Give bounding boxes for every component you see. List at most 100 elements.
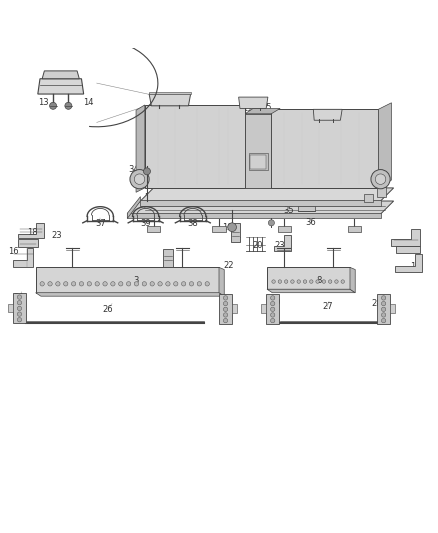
Text: 24: 24 xyxy=(14,293,24,302)
Polygon shape xyxy=(127,197,141,219)
Circle shape xyxy=(127,281,131,286)
Text: 14: 14 xyxy=(83,98,93,107)
Polygon shape xyxy=(377,187,386,197)
Polygon shape xyxy=(395,254,422,272)
Polygon shape xyxy=(239,97,268,108)
Circle shape xyxy=(223,302,228,306)
Text: 19: 19 xyxy=(407,241,417,250)
Polygon shape xyxy=(149,92,191,94)
Polygon shape xyxy=(141,188,394,201)
Circle shape xyxy=(65,102,72,109)
Circle shape xyxy=(322,280,325,284)
Circle shape xyxy=(17,301,21,305)
Polygon shape xyxy=(390,304,396,313)
Circle shape xyxy=(197,281,201,286)
Polygon shape xyxy=(38,79,84,94)
Circle shape xyxy=(87,281,92,286)
Polygon shape xyxy=(245,114,272,188)
Polygon shape xyxy=(274,235,291,251)
Circle shape xyxy=(173,281,178,286)
Circle shape xyxy=(189,281,194,286)
Text: 21: 21 xyxy=(231,231,242,239)
Circle shape xyxy=(49,102,57,109)
Circle shape xyxy=(71,281,76,286)
Circle shape xyxy=(271,296,275,300)
Polygon shape xyxy=(149,94,191,106)
Circle shape xyxy=(284,280,288,284)
Polygon shape xyxy=(18,223,44,238)
Polygon shape xyxy=(251,155,266,169)
Text: 2: 2 xyxy=(166,127,171,136)
Polygon shape xyxy=(212,227,226,231)
Polygon shape xyxy=(35,293,224,296)
Circle shape xyxy=(268,220,275,226)
Circle shape xyxy=(271,313,275,317)
Circle shape xyxy=(111,281,115,286)
Text: 7: 7 xyxy=(373,148,378,157)
Text: 6: 6 xyxy=(374,135,379,144)
Circle shape xyxy=(223,318,228,323)
Polygon shape xyxy=(249,153,268,171)
Circle shape xyxy=(341,280,344,284)
Polygon shape xyxy=(127,201,394,214)
Polygon shape xyxy=(163,249,173,266)
Circle shape xyxy=(271,318,275,323)
Circle shape xyxy=(303,280,307,284)
Circle shape xyxy=(297,280,300,284)
Text: 35: 35 xyxy=(283,206,294,215)
Polygon shape xyxy=(267,268,350,289)
Text: 12: 12 xyxy=(284,110,294,119)
Circle shape xyxy=(134,174,145,184)
Polygon shape xyxy=(42,71,79,79)
Text: 25: 25 xyxy=(222,297,232,306)
Text: 16: 16 xyxy=(8,247,19,256)
Circle shape xyxy=(375,174,386,184)
Text: 29: 29 xyxy=(271,298,281,307)
Circle shape xyxy=(56,281,60,286)
Polygon shape xyxy=(364,195,373,202)
Circle shape xyxy=(48,281,52,286)
Polygon shape xyxy=(278,227,291,231)
Polygon shape xyxy=(147,227,160,231)
Circle shape xyxy=(142,281,147,286)
Polygon shape xyxy=(8,304,13,312)
Circle shape xyxy=(316,280,319,284)
Polygon shape xyxy=(145,105,245,188)
Circle shape xyxy=(272,280,276,284)
Text: 13: 13 xyxy=(38,98,49,107)
Text: 30: 30 xyxy=(374,163,385,172)
Text: 5: 5 xyxy=(145,193,150,202)
Polygon shape xyxy=(245,108,280,114)
Circle shape xyxy=(119,281,123,286)
Text: 3: 3 xyxy=(133,276,139,285)
Circle shape xyxy=(103,281,107,286)
Polygon shape xyxy=(13,293,26,323)
Text: 33: 33 xyxy=(341,189,352,198)
Polygon shape xyxy=(350,268,355,293)
Text: 9: 9 xyxy=(360,187,366,196)
Text: 23: 23 xyxy=(51,231,62,239)
Circle shape xyxy=(40,281,44,286)
Polygon shape xyxy=(378,103,392,188)
Circle shape xyxy=(381,302,386,306)
Circle shape xyxy=(181,281,186,286)
Text: 1: 1 xyxy=(216,107,222,116)
Polygon shape xyxy=(18,239,38,247)
Circle shape xyxy=(158,281,162,286)
Circle shape xyxy=(335,280,338,284)
Polygon shape xyxy=(377,294,390,324)
Polygon shape xyxy=(396,246,420,253)
Circle shape xyxy=(381,307,386,311)
Text: 15: 15 xyxy=(261,103,272,111)
Circle shape xyxy=(223,307,228,311)
Circle shape xyxy=(228,223,237,231)
Circle shape xyxy=(278,280,282,284)
Polygon shape xyxy=(266,294,279,324)
Text: 22: 22 xyxy=(163,261,174,270)
Polygon shape xyxy=(392,229,420,246)
Text: 36: 36 xyxy=(305,219,316,228)
Text: 26: 26 xyxy=(102,305,113,314)
Polygon shape xyxy=(313,109,342,120)
Circle shape xyxy=(271,307,275,311)
Text: 4: 4 xyxy=(146,157,151,166)
